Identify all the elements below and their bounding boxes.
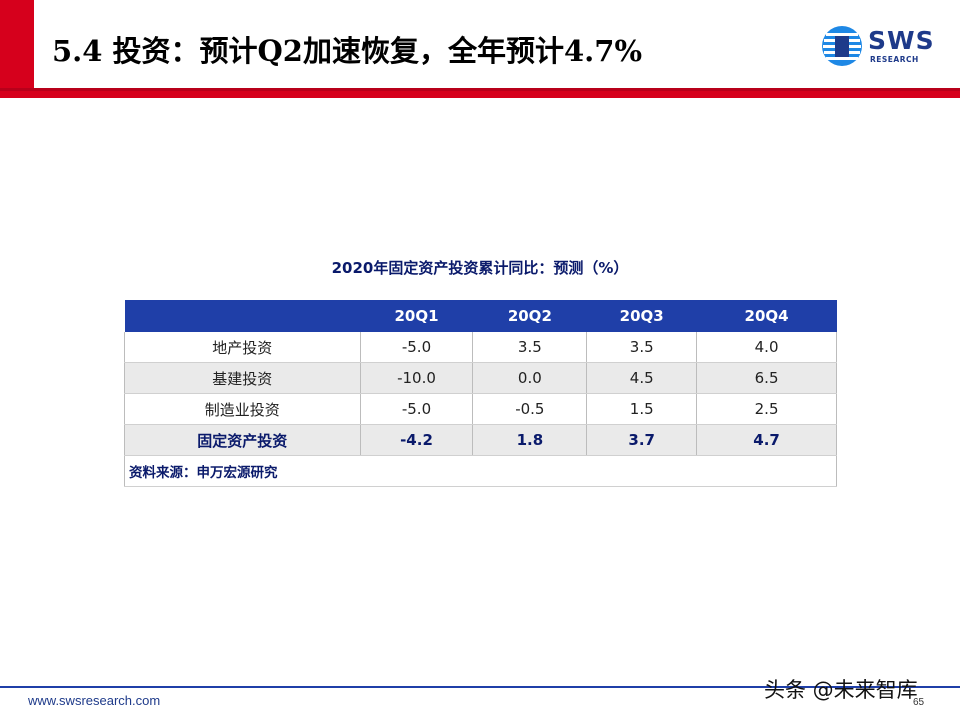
table-cell: -0.5 — [472, 393, 587, 425]
row-label: 固定资产投资 — [124, 424, 361, 456]
sws-logo-icon — [822, 26, 862, 66]
table-row: 制造业投资 -5.0 -0.5 1.5 2.5 — [124, 393, 837, 425]
table-header-row: 20Q1 20Q2 20Q3 20Q4 — [124, 300, 837, 332]
source-note: 资料来源：申万宏源研究 — [124, 455, 837, 487]
table-cell: 6.5 — [696, 362, 837, 394]
page-number: 65 — [913, 697, 925, 708]
watermark: 头条 @未来智库 — [764, 678, 918, 702]
header-cell — [124, 300, 361, 332]
row-label: 基建投资 — [124, 362, 361, 394]
table-title: 2020年固定资产投资累计同比：预测（%） — [331, 259, 629, 277]
header-cell: 20Q1 — [360, 300, 473, 332]
table-cell: 4.0 — [696, 332, 837, 363]
row-label: 制造业投资 — [124, 393, 361, 425]
header-cell: 20Q2 — [472, 300, 587, 332]
table-cell: 1.8 — [472, 424, 587, 456]
footer-url[interactable]: www.swsresearch.com — [28, 693, 161, 708]
table-total-row: 固定资产投资 -4.2 1.8 3.7 4.7 — [124, 424, 837, 456]
table-row: 地产投资 -5.0 3.5 3.5 4.0 — [124, 332, 837, 363]
table-cell: 3.5 — [586, 332, 697, 363]
footer-divider — [0, 686, 960, 688]
title-underline — [0, 88, 960, 98]
title-accent-bar — [0, 0, 34, 92]
table-row: 基建投资 -10.0 0.0 4.5 6.5 — [124, 362, 837, 394]
table-cell: 2.5 — [696, 393, 837, 425]
table-cell: 1.5 — [586, 393, 697, 425]
logo-name: SWS — [868, 26, 935, 55]
table-cell: 3.5 — [472, 332, 587, 363]
table-cell: 4.5 — [586, 362, 697, 394]
table-cell: 0.0 — [472, 362, 587, 394]
logo-subtitle: RESEARCH — [870, 55, 919, 64]
table-cell: 3.7 — [586, 424, 697, 456]
forecast-table: 20Q1 20Q2 20Q3 20Q4 地产投资 -5.0 3.5 3.5 4.… — [124, 300, 837, 487]
header-cell: 20Q3 — [586, 300, 697, 332]
table-cell: -5.0 — [359, 393, 473, 425]
slide-title: 5.4 投资：预计Q2加速恢复，全年预计4.7% — [52, 34, 642, 68]
table-cell: 4.7 — [696, 424, 837, 456]
sws-logo: SWS RESEARCH — [820, 22, 944, 72]
header-cell: 20Q4 — [696, 300, 837, 332]
table-cell: -10.0 — [359, 362, 473, 394]
row-label: 地产投资 — [124, 332, 361, 363]
table-cell: -4.2 — [359, 424, 473, 456]
table-source-row: 资料来源：申万宏源研究 — [124, 455, 837, 487]
table-cell: -5.0 — [359, 332, 473, 363]
